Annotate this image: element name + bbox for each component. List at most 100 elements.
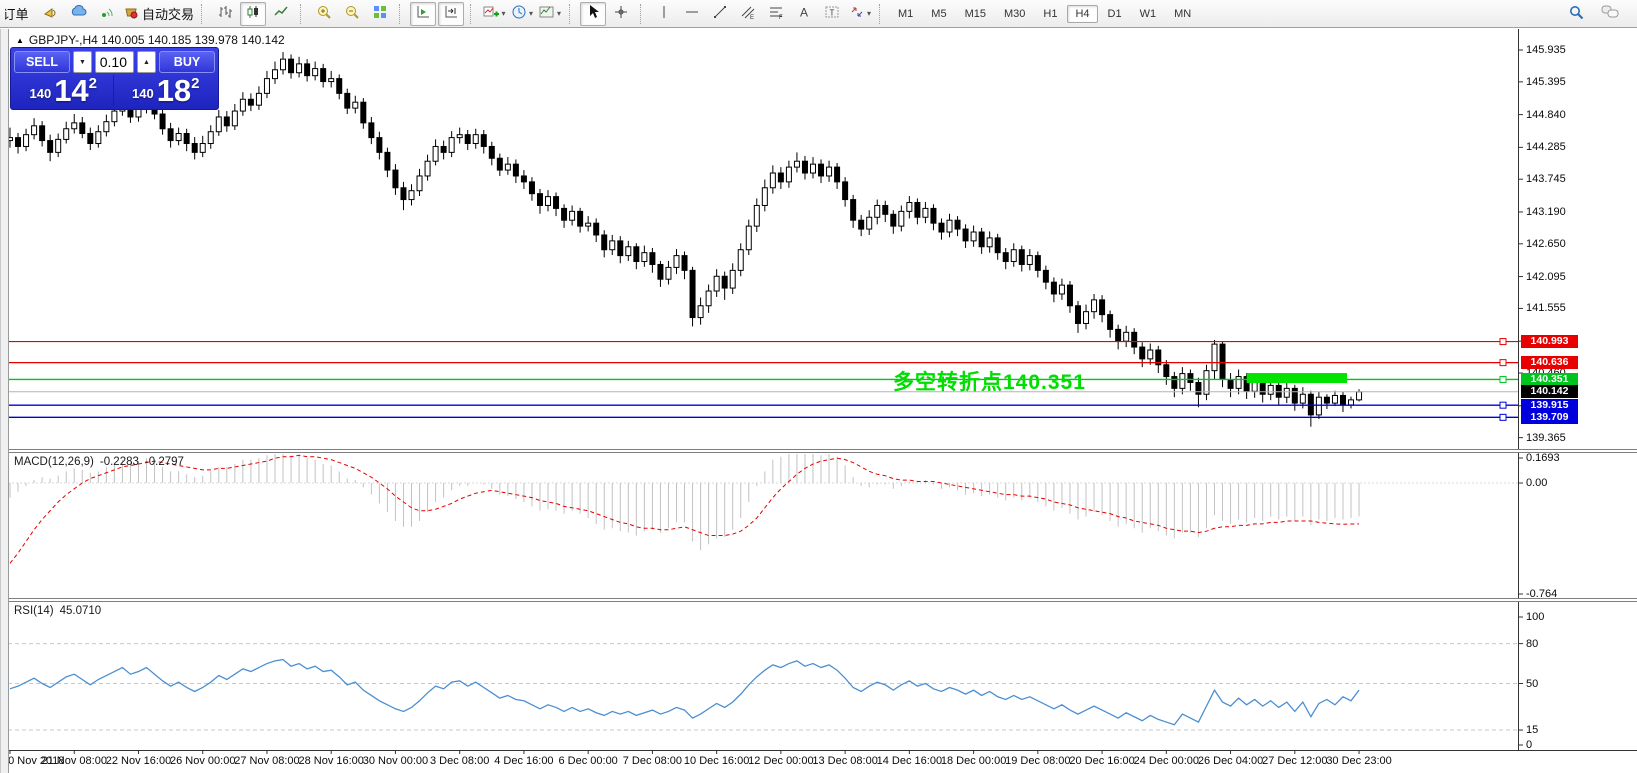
toolbar-separator (300, 3, 305, 24)
highlight-rectangle[interactable] (1246, 373, 1347, 384)
timeframe-d1[interactable]: D1 (1107, 7, 1122, 20)
fibonacci-button[interactable]: F (763, 2, 789, 26)
timeframe-h4[interactable]: H4 (1067, 4, 1098, 23)
candlestick-chart-button[interactable] (240, 1, 267, 26)
time-axis-label: 20 Dec 16:00 (1069, 755, 1135, 767)
crosshair-button[interactable] (608, 2, 634, 26)
macd-axis-label: 0.1693 (1526, 452, 1560, 464)
text-button[interactable]: A (791, 2, 817, 26)
horizontal-line-button[interactable] (679, 2, 705, 26)
crosshair-icon (613, 4, 629, 23)
timeframe-w1[interactable]: W1 (1139, 7, 1157, 20)
toolbar-separator (569, 3, 574, 24)
time-axis-label: 22 Nov 16:00 (105, 755, 172, 767)
tile-windows-button[interactable] (367, 2, 393, 26)
text-label-button[interactable]: T (819, 2, 845, 26)
timeframe-m30[interactable]: M30 (1003, 7, 1026, 20)
time-axis-label: 27 Dec 12:00 (1262, 755, 1328, 767)
time-axis-label: 27 Nov 08:00 (234, 755, 300, 767)
price-level-badge: 140.351 (1521, 372, 1578, 386)
rsi-layer (8, 643, 1518, 731)
search-button[interactable] (1563, 2, 1589, 26)
buy-price[interactable]: 140 18 2 (117, 75, 216, 106)
vertical-line-button[interactable] (651, 2, 677, 26)
auto-scroll-button[interactable] (410, 1, 437, 26)
horn-icon (43, 4, 59, 23)
toolbar-separator (640, 3, 645, 24)
line-handle[interactable] (1499, 359, 1507, 367)
line-chart-button[interactable] (268, 2, 294, 26)
trendline-icon (712, 4, 728, 23)
toolbar-separator (201, 3, 206, 24)
pane-separator[interactable] (7, 598, 1637, 602)
time-axis-label: 19 Dec 08:00 (1005, 755, 1071, 767)
timeframe-m1[interactable]: M1 (898, 7, 914, 20)
volume-increase-button[interactable]: ▲ (137, 51, 156, 73)
main-toolbar: 订单 自动交易 ▾ ▾ ▾ E F A T ▾ M1 M5 M15 M30 H1 H4 D1… (0, 0, 1637, 28)
price-tick-label: 144.840 (1526, 108, 1566, 121)
line-handle[interactable] (1499, 375, 1507, 383)
price-tick-label: 143.190 (1526, 205, 1566, 218)
rsi-header: RSI(14) 45.0710 (14, 605, 101, 617)
indicators-button[interactable]: ▾ (481, 2, 507, 26)
price-tick-label: 142.650 (1526, 237, 1566, 250)
chat-button[interactable] (1597, 2, 1623, 26)
rsi-axis-label: 0 (1526, 739, 1533, 751)
chart-shift-button[interactable] (438, 1, 465, 26)
toolbar-separator (470, 3, 475, 24)
rsi-axis-label: 15 (1526, 724, 1539, 737)
macd-label: MACD(12,26,9) (14, 456, 94, 468)
chart-shift-icon (443, 4, 459, 23)
cloud-icon (71, 4, 87, 23)
timeframe-mn[interactable]: MN (1174, 7, 1192, 20)
time-axis-label: 6 Dec 00:00 (558, 755, 618, 767)
text-icon: A (796, 4, 812, 23)
channel-icon: E (740, 4, 756, 23)
macd-axis-label: -0.764 (1526, 588, 1558, 600)
pane-separator[interactable] (7, 449, 1637, 453)
arrows-button[interactable]: ▾ (847, 2, 873, 26)
volume-input[interactable] (95, 51, 134, 73)
chat-icon (1601, 4, 1619, 23)
timeframe-m5[interactable]: M5 (931, 7, 947, 20)
line-handle[interactable] (1499, 338, 1507, 346)
sell-price-prefix: 140 (29, 86, 52, 101)
window-left-edge (0, 29, 9, 773)
periods-button[interactable]: ▾ (509, 2, 535, 26)
price-tick-label: 145.395 (1526, 75, 1566, 88)
zoom-in-button[interactable] (311, 2, 337, 26)
text-label-icon: T (824, 4, 840, 23)
buy-price-sup: 2 (191, 75, 200, 92)
metaeditor-button[interactable] (66, 2, 92, 26)
time-axis-label: 30 Nov 00:00 (362, 755, 429, 767)
equidistant-channel-button[interactable]: E (735, 2, 761, 26)
horizontal-line-icon (684, 4, 700, 23)
sell-price[interactable]: 140 14 2 (14, 75, 114, 106)
sell-button[interactable]: SELL (14, 51, 70, 73)
svg-text:E: E (750, 15, 754, 20)
chart-annotation[interactable]: 多空转折点140.351 (893, 371, 1086, 395)
timeframe-group: M1 M5 M15 M30 H1 H4 D1 W1 MN (890, 4, 1199, 23)
axis-borders (7, 29, 1637, 754)
chart-title-text: GBPJPY-,H4 140.005 140.185 139.978 140.1… (28, 33, 285, 47)
timeframe-h1[interactable]: H1 (1043, 7, 1058, 20)
svg-text:A: A (800, 6, 808, 20)
line-handle[interactable] (1499, 413, 1507, 421)
auto-trading-button[interactable]: 自动交易 (122, 2, 195, 26)
zoom-out-button[interactable] (339, 2, 365, 26)
price-tick-label: 143.745 (1526, 173, 1566, 186)
alerts-button[interactable] (38, 2, 64, 26)
new-order-button[interactable]: 订单 (4, 2, 36, 26)
price-level-badge: 139.709 (1521, 410, 1578, 424)
candles-layer (7, 52, 1363, 427)
signals-button[interactable] (94, 2, 120, 26)
line-handle[interactable] (1499, 401, 1507, 409)
cursor-button[interactable] (580, 1, 607, 26)
timeframe-m15[interactable]: M15 (964, 7, 986, 20)
bar-chart-button[interactable] (212, 2, 238, 26)
volume-decrease-button[interactable]: ▼ (73, 51, 92, 73)
templates-button[interactable]: ▾ (537, 2, 563, 26)
trendline-button[interactable] (707, 2, 733, 26)
buy-button[interactable]: BUY (159, 51, 215, 73)
